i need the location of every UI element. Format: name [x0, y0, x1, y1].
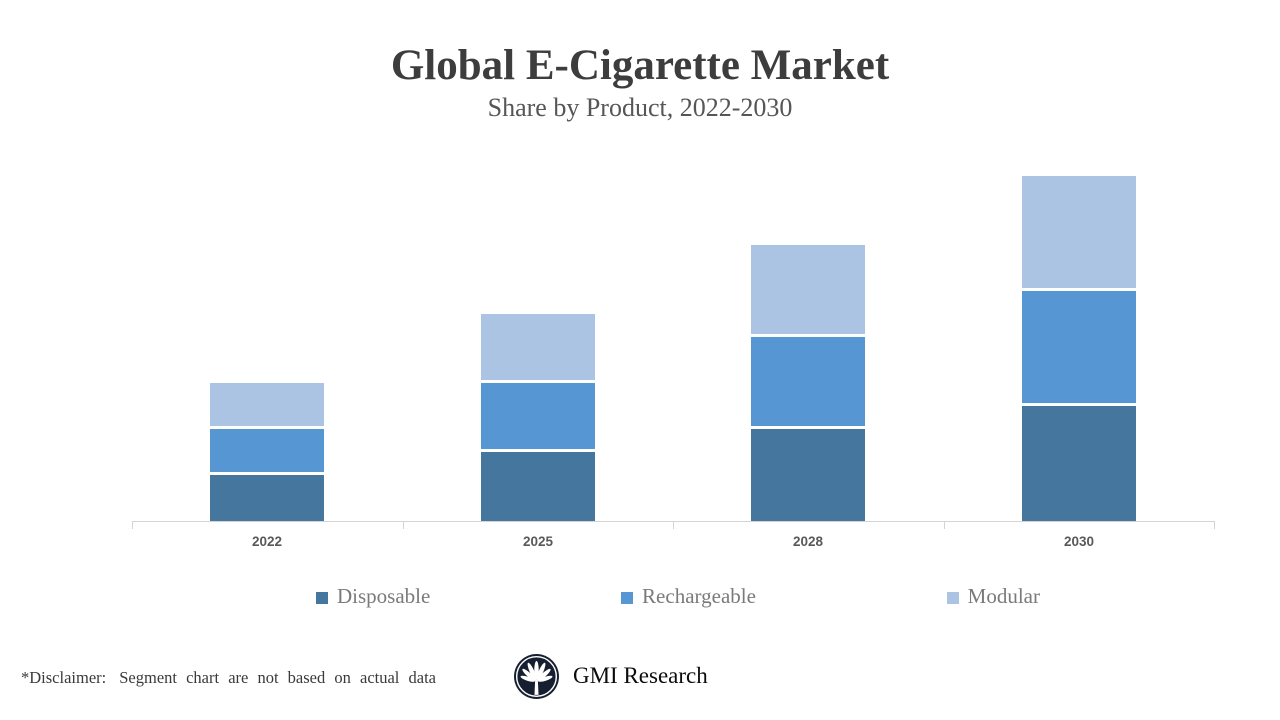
legend-item-modular: Modular — [946, 584, 1040, 609]
bar-segment-rechargeable-2030 — [1022, 291, 1136, 406]
legend-swatch-icon-rechargeable — [621, 591, 634, 604]
legend-label-disposable: Disposable — [337, 584, 431, 608]
bar-segment-rechargeable-2028 — [751, 337, 865, 429]
x-axis-tick — [1214, 521, 1215, 529]
x-axis-tick — [403, 521, 404, 529]
x-axis-tick — [673, 521, 674, 529]
disclaimer-text: Segment chart are not based on actual da… — [119, 668, 436, 687]
legend-item-disposable: Disposable — [316, 584, 430, 609]
bar-segment-disposable-2030 — [1022, 406, 1136, 521]
bar-segment-modular-2022 — [210, 383, 324, 429]
chart-title: Global E-Cigarette Market — [390, 42, 890, 89]
x-axis-label-2030: 2030 — [1063, 534, 1095, 549]
bar-group-2025 — [481, 314, 595, 521]
header: Global E-Cigarette Market Share by Produ… — [0, 40, 1280, 124]
legend: Disposable Rechargeable Modular — [316, 584, 1040, 609]
x-axis-tick — [944, 521, 945, 529]
bar-segment-disposable-2022 — [210, 475, 324, 521]
bar-segment-disposable-2028 — [751, 429, 865, 521]
x-axis-label-2028: 2028 — [792, 534, 824, 549]
x-axis-tick — [132, 521, 133, 529]
bar-segment-modular-2028 — [751, 245, 865, 337]
bar-segment-rechargeable-2022 — [210, 429, 324, 475]
x-axis-label-2025: 2025 — [522, 534, 554, 549]
bar-group-2022 — [210, 383, 324, 521]
brand: GMI Research — [513, 651, 708, 701]
bar-segment-modular-2025 — [481, 314, 595, 383]
legend-swatch-icon-disposable — [316, 591, 328, 604]
bar-group-2030 — [1022, 176, 1136, 521]
brand-name: GMI Research — [573, 663, 708, 688]
disclaimer-label: *Disclaimer: — [21, 668, 107, 687]
legend-item-rechargeable: Rechargeable — [621, 584, 756, 609]
chart-subtitle: Share by Product, 2022-2030 — [487, 93, 793, 122]
gmi-research-logo-icon — [514, 653, 559, 699]
legend-label-modular: Modular — [967, 584, 1040, 608]
bar-group-2028 — [751, 245, 865, 521]
bar-segment-rechargeable-2025 — [481, 383, 595, 452]
bar-segment-disposable-2025 — [481, 452, 595, 521]
legend-label-rechargeable: Rechargeable — [642, 584, 756, 608]
bar-segment-modular-2030 — [1022, 176, 1136, 291]
x-axis-label-2022: 2022 — [251, 534, 283, 549]
disclaimer: *Disclaimer: Segment chart are not based … — [21, 668, 491, 688]
legend-swatch-icon-modular — [946, 591, 959, 604]
